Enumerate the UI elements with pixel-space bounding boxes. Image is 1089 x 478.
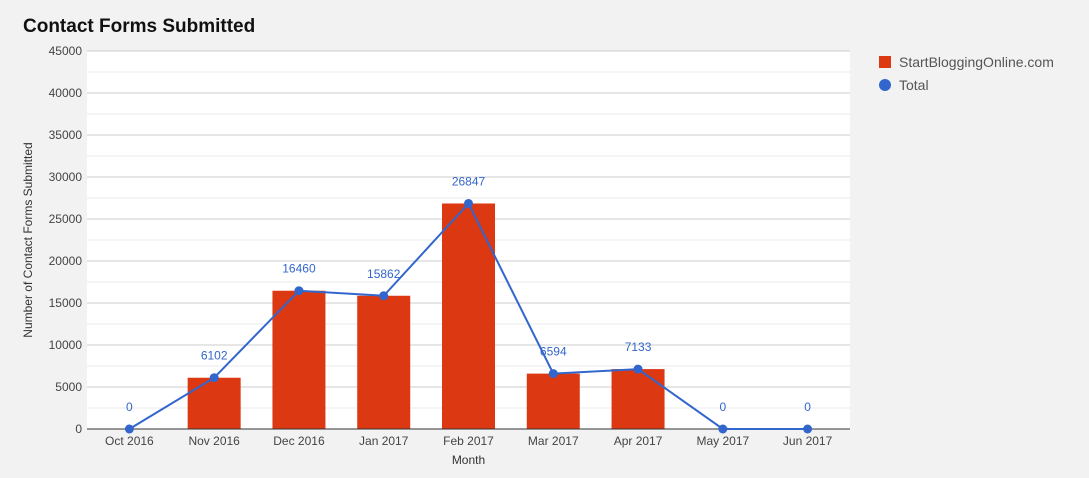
legend-item-bar-series[interactable]: StartBloggingOnline.com [879,50,1054,73]
x-tick-label: Oct 2016 [105,434,154,448]
x-tick-label: Dec 2016 [273,434,325,448]
x-tick-label: Nov 2016 [188,434,240,448]
bar [357,295,411,429]
y-tick-label: 10000 [49,338,83,352]
line-point [548,369,558,379]
x-tick-label: Feb 2017 [443,434,494,448]
line-point [209,373,219,383]
y-tick-label: 20000 [49,254,83,268]
data-label: 6594 [540,345,567,359]
data-label: 15862 [367,267,401,281]
bar [442,203,495,429]
bar [272,290,326,429]
line-point [803,424,813,434]
x-tick-label: Apr 2017 [614,434,663,448]
y-tick-label: 30000 [49,170,83,184]
y-axis-title: Number of Contact Forms Submitted [21,142,35,337]
line-point [464,198,473,208]
y-tick-label: 0 [75,422,82,436]
legend-label: StartBloggingOnline.com [899,53,1054,70]
line-point [379,291,389,301]
line-point [718,424,728,434]
legend-square-swatch [879,55,891,68]
data-label: 26847 [452,174,486,188]
line-point [124,424,134,434]
legend-label: Total [899,76,929,93]
legend-item-line-series[interactable]: Total [879,73,1054,96]
y-tick-label: 40000 [49,86,83,100]
y-tick-label: 15000 [49,296,83,310]
data-label: 0 [126,400,133,414]
bar [187,377,241,429]
y-tick-label: 35000 [49,128,83,142]
bar [526,373,580,429]
line-point [633,364,643,374]
line-point [294,286,304,296]
x-axis-title: Month [452,453,485,467]
data-label: 7133 [625,340,652,354]
y-tick-label: 5000 [55,380,82,394]
y-tick-label: 45000 [49,44,83,58]
legend: StartBloggingOnline.com Total [879,50,1054,96]
legend-dot-swatch [879,78,891,91]
data-label: 0 [719,400,726,414]
x-tick-label: May 2017 [696,434,749,448]
data-label: 16460 [282,262,316,276]
x-tick-label: Jun 2017 [783,434,833,448]
chart-title: Contact Forms Submitted [23,16,256,37]
x-tick-label: Mar 2017 [528,434,579,448]
data-label: 6102 [201,349,228,363]
y-tick-label: 25000 [49,212,83,226]
x-tick-label: Jan 2017 [359,434,409,448]
data-label: 0 [804,400,811,414]
bar [611,369,665,429]
